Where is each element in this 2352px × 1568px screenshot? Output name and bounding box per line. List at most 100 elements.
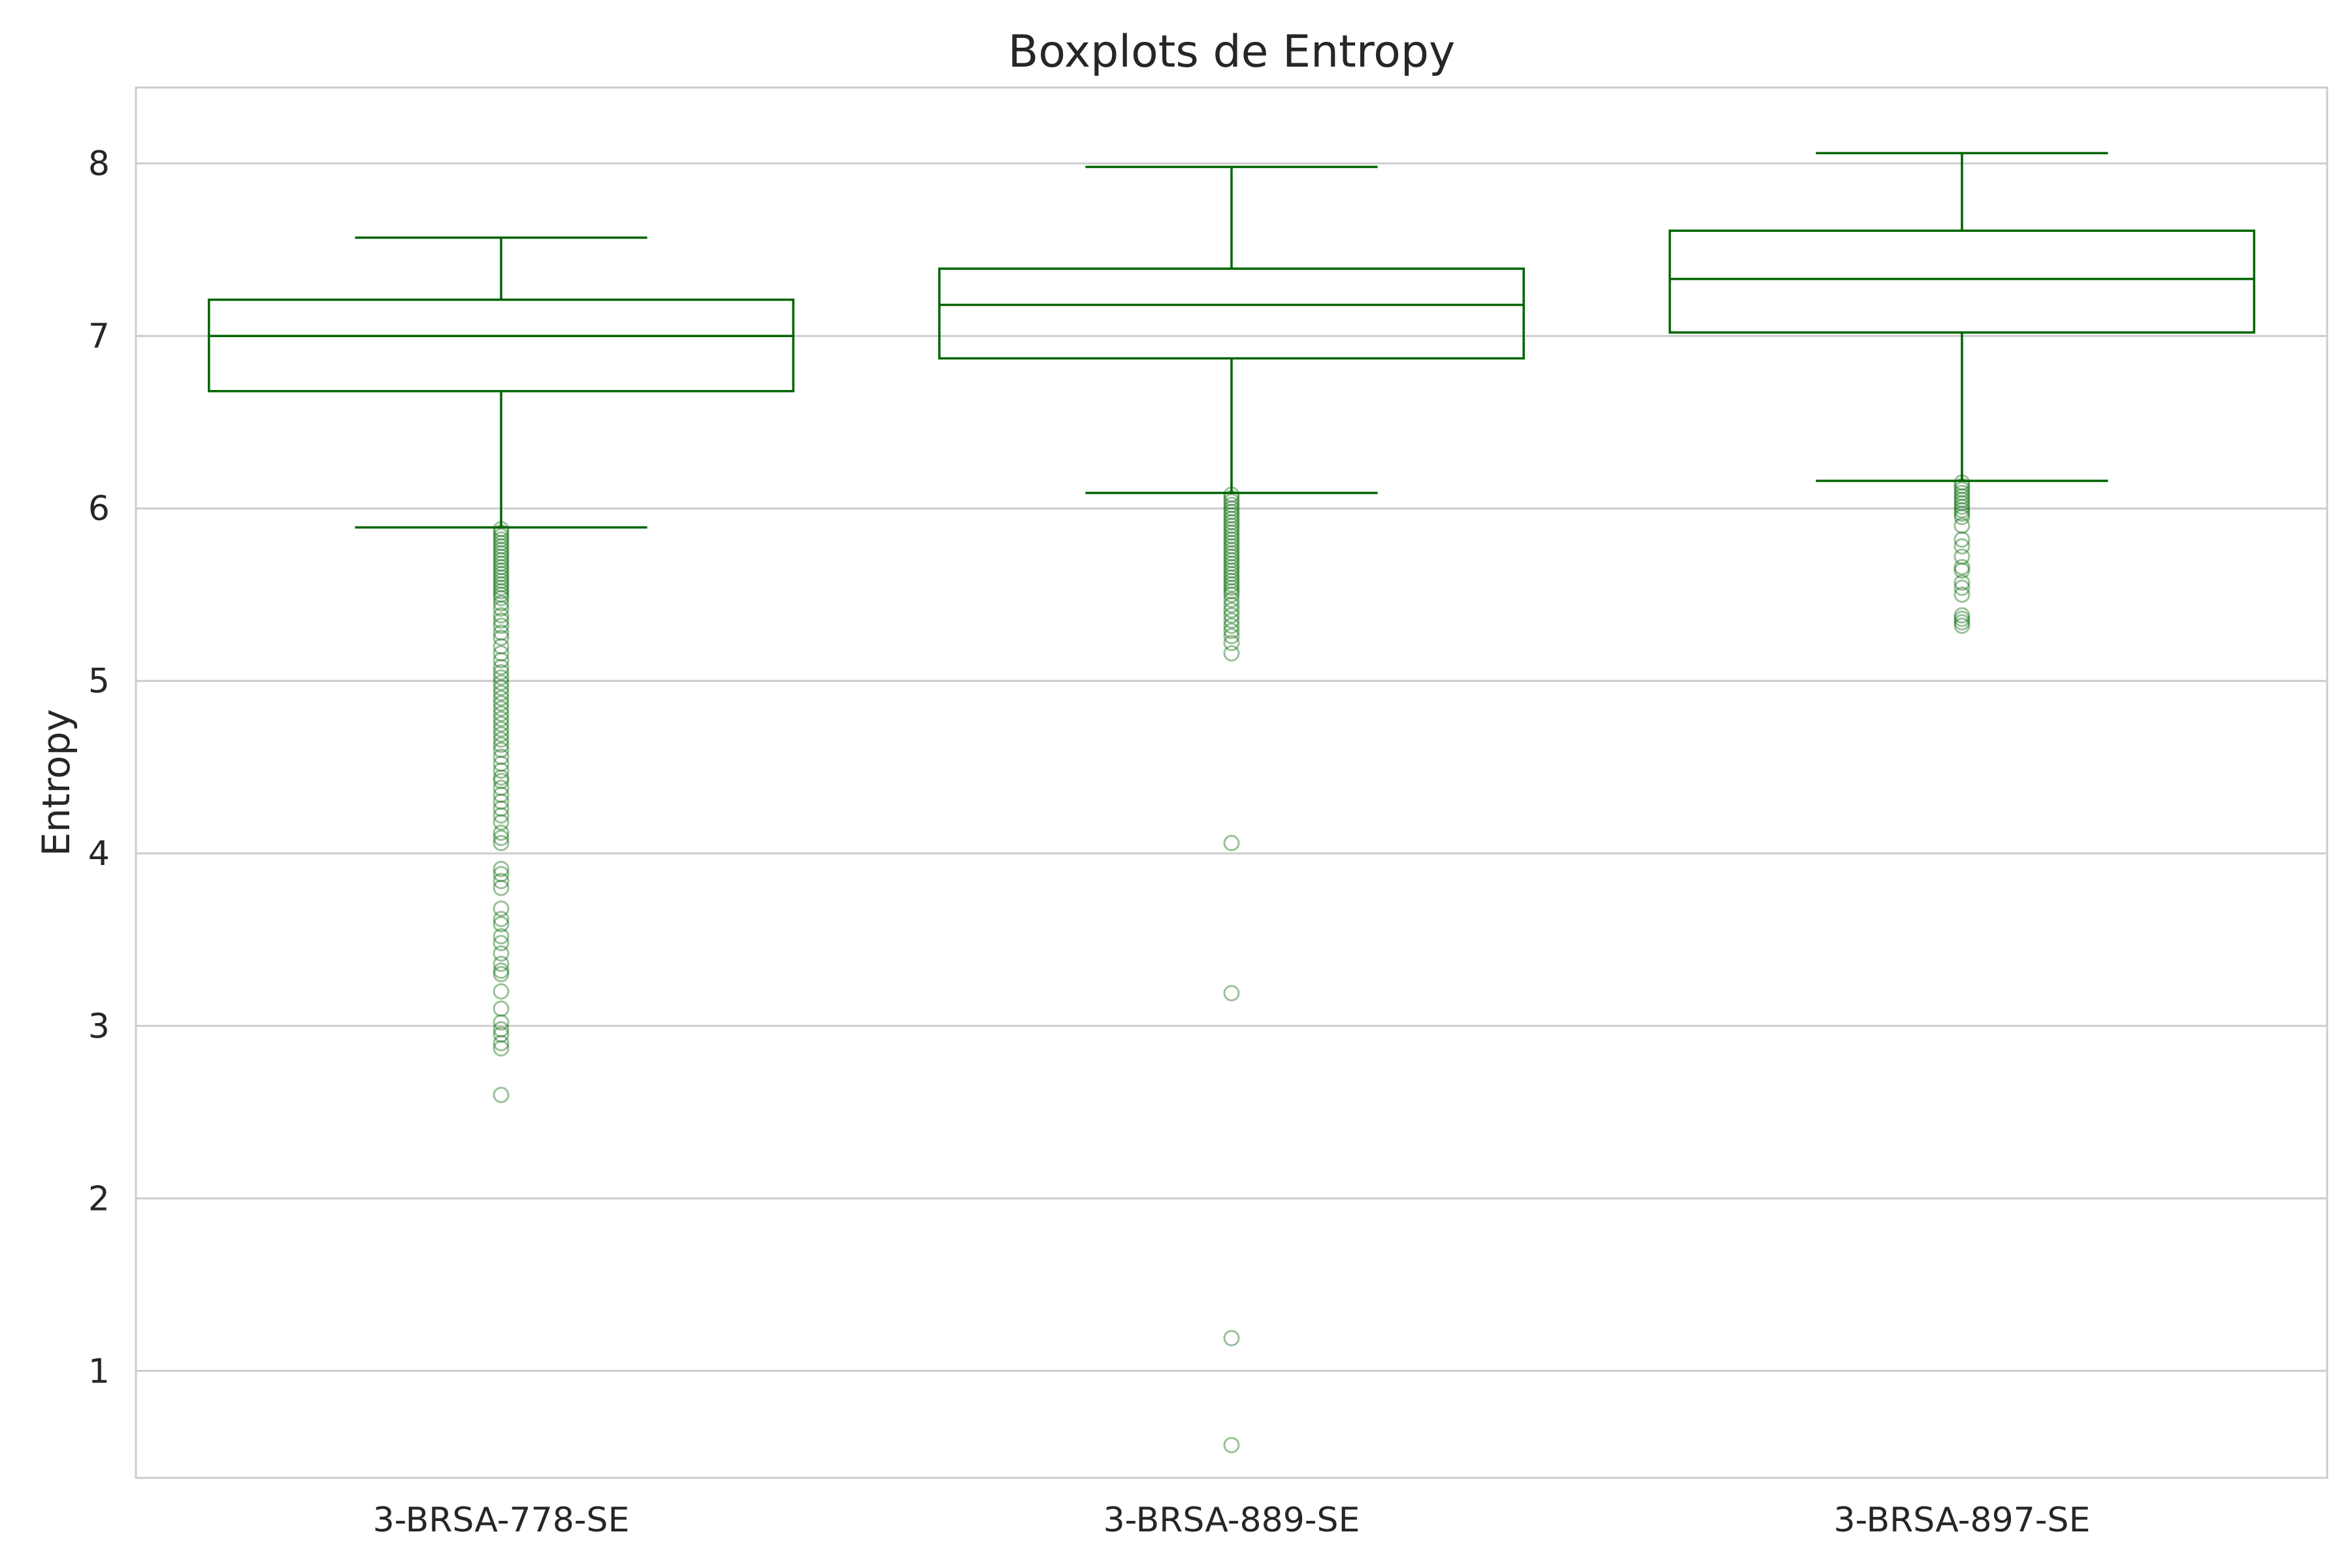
outlier-point	[493, 872, 510, 889]
outlier-point	[493, 814, 510, 831]
outlier-point	[1223, 562, 1240, 579]
outlier-point	[493, 900, 510, 917]
outlier-point	[493, 736, 510, 753]
outlier-point	[493, 524, 510, 541]
outlier-point	[493, 545, 510, 562]
outlier-point	[493, 962, 510, 979]
outlier-point	[1223, 623, 1240, 640]
outlier-point	[1223, 1330, 1240, 1347]
outlier-point	[493, 569, 510, 586]
outlier-point	[493, 1014, 510, 1031]
outlier-point	[1223, 514, 1240, 531]
outlier-point	[493, 617, 510, 634]
outlier-point	[493, 1035, 510, 1052]
y-tick-label: 7	[88, 317, 110, 356]
outlier-point	[493, 555, 510, 572]
outlier-point	[493, 638, 510, 655]
outlier-point	[1223, 551, 1240, 568]
outlier-point	[493, 769, 510, 786]
outlier-point	[1953, 617, 1970, 634]
outlier-point	[493, 710, 510, 727]
outlier-point	[1223, 645, 1240, 662]
outlier-point	[493, 664, 510, 681]
outlier-point	[1223, 493, 1240, 510]
outlier-point	[1953, 488, 1970, 505]
outlier-point	[493, 928, 510, 945]
outlier-point	[1223, 497, 1240, 514]
outlier-point	[1223, 548, 1240, 565]
outlier-point	[1953, 610, 1970, 627]
outlier-point	[1223, 542, 1240, 559]
y-tick-label: 3	[88, 1007, 110, 1046]
y-tick-label: 4	[88, 834, 110, 874]
outlier-point	[1223, 538, 1240, 555]
outlier-point	[1223, 628, 1240, 645]
outlier-point	[1223, 545, 1240, 562]
outlier-point	[1953, 505, 1970, 522]
outlier-point	[1223, 607, 1240, 624]
outlier-point	[1223, 596, 1240, 613]
outlier-point	[1953, 574, 1970, 591]
outlier-point	[1953, 484, 1970, 501]
outlier-point	[493, 935, 510, 952]
outlier-point	[1223, 527, 1240, 544]
outlier-point	[1953, 508, 1970, 525]
outlier-point	[1223, 612, 1240, 629]
outlier-point	[493, 966, 510, 983]
outlier-point	[493, 1086, 510, 1103]
outlier-point	[1223, 572, 1240, 589]
outlier-point	[493, 542, 510, 559]
outlier-point	[1223, 576, 1240, 593]
outliers	[493, 474, 1970, 1454]
outlier-point	[493, 748, 510, 765]
x-tick-label: 3-BRSA-889-SE	[1103, 1501, 1360, 1540]
outlier-point	[493, 652, 510, 669]
outlier-point	[493, 586, 510, 603]
outlier-point	[493, 583, 510, 600]
outlier-point	[1223, 580, 1240, 596]
outlier-point	[493, 595, 510, 612]
outlier-point	[493, 690, 510, 707]
outlier-point	[1953, 607, 1970, 624]
outlier-point	[1223, 507, 1240, 524]
outlier-point	[1223, 524, 1240, 541]
outlier-point	[493, 700, 510, 717]
outlier-point	[493, 731, 510, 748]
outlier-point	[1223, 634, 1240, 651]
outlier-point	[493, 551, 510, 568]
outlier-point	[1223, 521, 1240, 538]
x-tick-label: 3-BRSA-778-SE	[373, 1501, 630, 1540]
outlier-point	[1223, 566, 1240, 583]
outlier-point	[1953, 548, 1970, 565]
outlier-point	[1223, 531, 1240, 548]
y-tick-label: 1	[88, 1352, 110, 1391]
outlier-point	[493, 715, 510, 732]
outlier-point	[1953, 559, 1970, 576]
outlier-point	[493, 915, 510, 932]
outlier-point	[1953, 495, 1970, 512]
outlier-point	[493, 589, 510, 606]
y-tick-label: 6	[88, 489, 110, 529]
outlier-point	[1953, 478, 1970, 495]
outlier-point	[1953, 502, 1970, 519]
outlier-point	[493, 829, 510, 846]
outlier-point	[493, 742, 510, 759]
outlier-point	[1953, 613, 1970, 630]
outlier-point	[1953, 531, 1970, 548]
outlier-point	[1223, 559, 1240, 576]
outlier-point	[1223, 555, 1240, 572]
outlier-point	[493, 1021, 510, 1038]
outlier-point	[493, 629, 510, 646]
outlier-point	[493, 538, 510, 555]
outlier-point	[493, 645, 510, 662]
outlier-point	[1953, 586, 1970, 603]
outlier-point	[493, 1026, 510, 1043]
outlier-point	[493, 548, 510, 565]
outlier-point	[493, 531, 510, 548]
y-axis-label: Entropy	[34, 709, 78, 856]
outlier-point	[493, 793, 510, 810]
outlier-point	[493, 559, 510, 576]
outlier-point	[1953, 538, 1970, 555]
